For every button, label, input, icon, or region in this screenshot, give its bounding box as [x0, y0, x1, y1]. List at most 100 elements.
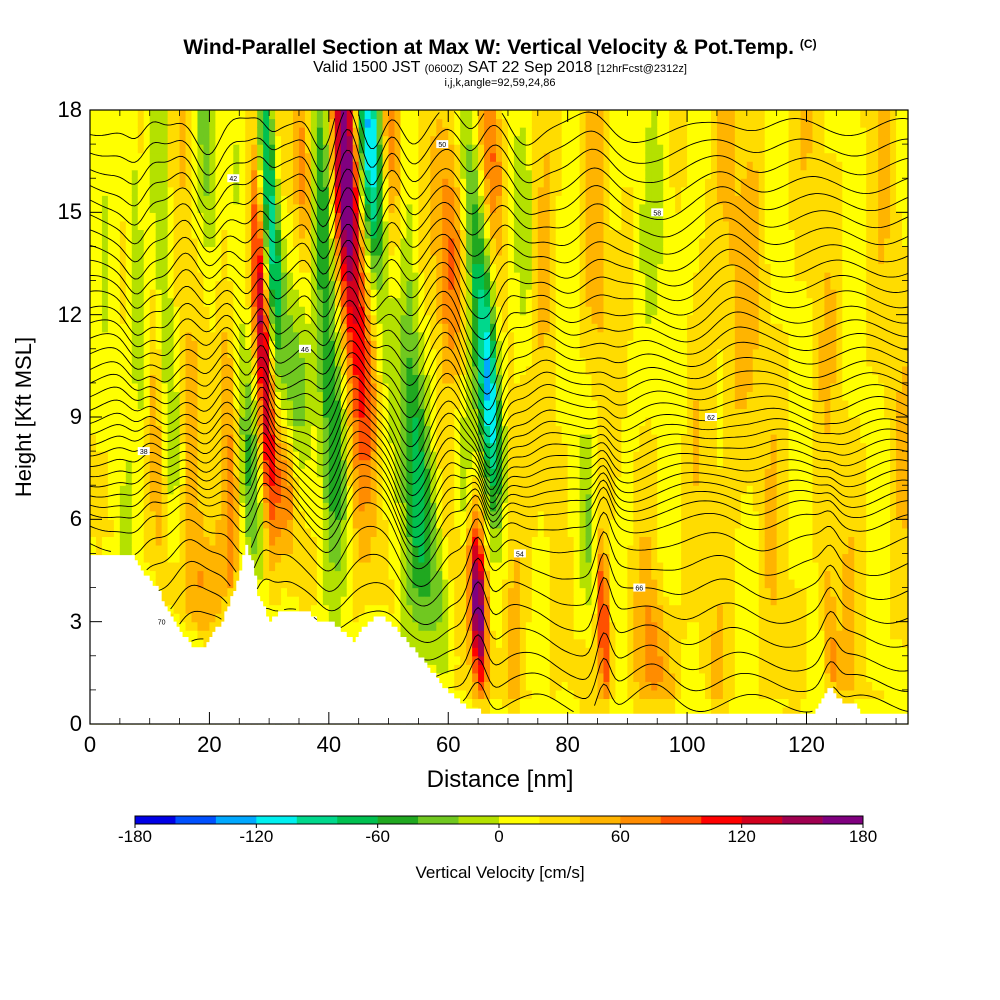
- w-cell: [406, 579, 414, 589]
- w-cell: [293, 289, 300, 299]
- w-cell: [484, 220, 491, 230]
- w-cell: [233, 442, 240, 452]
- w-cell: [298, 451, 306, 461]
- w-cell: [107, 536, 115, 546]
- w-cell: [430, 178, 437, 188]
- w-cell: [257, 510, 264, 520]
- w-cell: [161, 485, 169, 495]
- w-cell: [197, 118, 205, 128]
- w-cell: [197, 604, 205, 614]
- w-cell: [233, 263, 240, 273]
- w-cell: [143, 365, 151, 375]
- w-cell: [251, 544, 258, 555]
- w-cell: [287, 553, 294, 563]
- w-cell: [478, 502, 485, 512]
- w-cell: [310, 272, 318, 282]
- w-cell: [113, 493, 121, 503]
- w-cell: [334, 468, 342, 478]
- w-cell: [185, 510, 193, 520]
- w-cell: [221, 272, 228, 282]
- w-cell: [436, 297, 443, 307]
- w-cell: [185, 289, 193, 299]
- w-cell: [406, 382, 414, 393]
- w-cell: [149, 289, 157, 299]
- w-cell: [352, 544, 360, 555]
- w-cell: [179, 229, 187, 239]
- w-cell: [293, 169, 300, 179]
- w-cell: [310, 237, 318, 248]
- w-cell: [400, 459, 408, 469]
- w-cell: [173, 536, 181, 546]
- w-cell: [346, 314, 354, 324]
- w-cell: [466, 135, 473, 145]
- w-cell: [287, 357, 294, 367]
- w-cell: [149, 408, 157, 418]
- w-cell: [221, 297, 228, 307]
- w-cell: [275, 570, 282, 580]
- w-cell: [412, 186, 419, 196]
- w-cell: [221, 110, 228, 120]
- w-cell: [478, 203, 485, 213]
- w-cell: [346, 323, 354, 333]
- w-cell: [233, 289, 240, 299]
- w-cell: [436, 357, 443, 367]
- w-cell: [149, 519, 157, 529]
- w-cell: [304, 536, 312, 546]
- w-cell: [496, 476, 503, 486]
- w-cell: [155, 246, 163, 256]
- w-cell: [316, 485, 324, 495]
- w-cell: [352, 280, 360, 290]
- w-cell: [310, 280, 318, 290]
- w-cell: [436, 647, 443, 657]
- w-cell: [245, 340, 252, 350]
- w-cell: [310, 212, 318, 222]
- w-cell: [346, 382, 354, 393]
- w-cell: [484, 237, 491, 248]
- w-cell: [322, 306, 330, 316]
- w-cell: [149, 331, 157, 341]
- w-cell: [448, 587, 455, 597]
- w-cell: [281, 442, 288, 452]
- w-cell: [466, 186, 473, 196]
- w-cell: [227, 570, 234, 580]
- w-cell: [370, 203, 378, 213]
- w-cell: [281, 425, 288, 435]
- w-cell: [304, 127, 312, 137]
- w-cell: [179, 237, 187, 248]
- w-cell: [304, 374, 312, 384]
- w-cell: [281, 110, 288, 120]
- w-cell: [233, 110, 240, 120]
- w-cell: [185, 417, 193, 427]
- w-cell: [263, 434, 270, 444]
- w-cell: [293, 220, 300, 230]
- w-cell: [155, 417, 163, 427]
- w-cell: [221, 365, 228, 375]
- w-cell: [149, 391, 157, 401]
- w-cell: [442, 561, 449, 572]
- w-cell: [179, 493, 187, 503]
- w-cell: [406, 417, 414, 427]
- w-cell: [412, 110, 419, 120]
- w-cell: [328, 348, 336, 358]
- w-cell: [304, 152, 312, 162]
- w-cell: [484, 263, 491, 273]
- w-cell: [472, 246, 479, 256]
- w-cell: [442, 451, 449, 461]
- w-cell: [281, 570, 288, 580]
- w-cell: [328, 476, 336, 486]
- w-cell: [287, 408, 294, 418]
- w-cell: [340, 510, 348, 520]
- w-cell: [167, 161, 175, 171]
- w-cell: [239, 254, 246, 265]
- w-cell: [269, 536, 276, 546]
- w-cell: [412, 442, 419, 452]
- w-cell: [161, 331, 169, 341]
- w-cell: [466, 613, 473, 623]
- w-cell: [239, 323, 246, 333]
- w-cell: [400, 178, 408, 188]
- w-cell: [185, 630, 193, 640]
- w-cell: [281, 246, 288, 256]
- w-cell: [281, 382, 288, 393]
- w-cell: [352, 399, 360, 410]
- w-cell: [400, 229, 408, 239]
